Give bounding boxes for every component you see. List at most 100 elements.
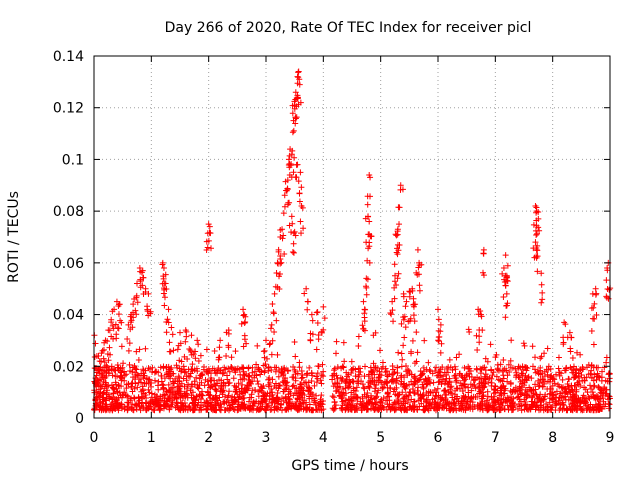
data-point xyxy=(417,391,424,398)
data-point xyxy=(461,374,468,381)
data-point xyxy=(168,401,175,408)
data-point xyxy=(524,388,531,395)
data-point xyxy=(391,278,398,285)
data-point xyxy=(91,354,98,361)
data-point xyxy=(230,375,237,382)
data-point xyxy=(290,364,297,371)
data-point xyxy=(556,401,563,408)
data-point xyxy=(294,370,301,377)
data-point xyxy=(103,403,110,410)
data-point xyxy=(242,313,249,320)
data-point xyxy=(167,372,174,379)
data-point xyxy=(401,395,408,402)
data-point xyxy=(394,231,401,238)
data-point xyxy=(319,361,326,368)
data-point xyxy=(458,406,465,413)
data-point xyxy=(466,370,473,377)
data-point xyxy=(539,296,546,303)
data-point xyxy=(368,368,375,375)
data-point xyxy=(134,299,141,306)
data-point xyxy=(368,368,375,375)
data-point xyxy=(123,381,130,388)
data-point xyxy=(239,364,246,371)
data-point xyxy=(474,374,481,381)
data-point xyxy=(492,383,499,390)
data-point xyxy=(250,403,257,410)
data-point xyxy=(499,403,506,410)
data-point xyxy=(231,406,238,413)
data-point xyxy=(502,252,509,259)
data-point xyxy=(318,392,325,399)
data-point xyxy=(512,384,519,391)
data-point xyxy=(441,387,448,394)
data-point xyxy=(304,306,311,313)
data-point xyxy=(152,368,159,375)
data-point xyxy=(541,350,548,357)
data-point xyxy=(523,405,530,412)
data-point xyxy=(342,379,349,386)
data-point xyxy=(128,395,135,402)
data-point xyxy=(247,405,254,412)
data-point xyxy=(157,395,164,402)
data-point xyxy=(98,407,105,414)
data-point xyxy=(344,373,351,380)
data-point xyxy=(401,384,408,391)
data-point xyxy=(111,367,118,374)
data-point xyxy=(485,406,492,413)
data-point xyxy=(411,390,418,397)
data-point xyxy=(230,405,237,412)
data-point xyxy=(174,404,181,411)
data-point xyxy=(603,294,610,301)
data-point xyxy=(449,367,456,374)
data-point xyxy=(355,378,362,385)
data-point xyxy=(554,381,561,388)
data-point xyxy=(191,395,198,402)
data-point xyxy=(291,228,298,235)
data-point xyxy=(503,302,510,309)
data-point xyxy=(359,402,366,409)
data-point xyxy=(313,373,320,380)
data-point xyxy=(245,377,252,384)
data-point xyxy=(277,226,284,233)
data-point xyxy=(160,290,167,297)
data-point xyxy=(396,204,403,211)
data-point xyxy=(379,403,386,410)
data-point xyxy=(147,310,154,317)
data-point xyxy=(232,348,239,355)
data-point xyxy=(553,388,560,395)
data-point xyxy=(291,404,298,411)
data-point xyxy=(134,384,141,391)
data-point xyxy=(597,389,604,396)
data-point xyxy=(408,348,415,355)
data-point xyxy=(91,407,98,414)
data-point xyxy=(295,178,302,185)
data-point xyxy=(277,253,284,260)
data-point xyxy=(415,264,422,271)
data-point xyxy=(544,345,551,352)
data-point xyxy=(258,405,265,412)
data-point xyxy=(541,373,548,380)
data-point xyxy=(378,372,385,379)
data-point xyxy=(595,383,602,390)
data-point xyxy=(504,278,511,285)
data-point xyxy=(538,299,545,306)
data-point xyxy=(405,392,412,399)
data-point xyxy=(160,273,167,280)
data-point xyxy=(261,406,268,413)
data-point xyxy=(384,401,391,408)
data-point xyxy=(579,377,586,384)
data-point xyxy=(109,372,116,379)
x-tick-label: 2 xyxy=(204,430,213,446)
data-point xyxy=(251,374,258,381)
data-point xyxy=(121,368,128,375)
data-point xyxy=(162,280,169,287)
data-point xyxy=(279,235,286,242)
data-point xyxy=(254,378,261,385)
data-point xyxy=(542,391,549,398)
data-point xyxy=(464,396,471,403)
x-tick-label: 3 xyxy=(262,430,271,446)
data-point xyxy=(161,302,168,309)
data-point xyxy=(176,357,183,364)
data-point xyxy=(389,363,396,370)
data-point xyxy=(529,394,536,401)
